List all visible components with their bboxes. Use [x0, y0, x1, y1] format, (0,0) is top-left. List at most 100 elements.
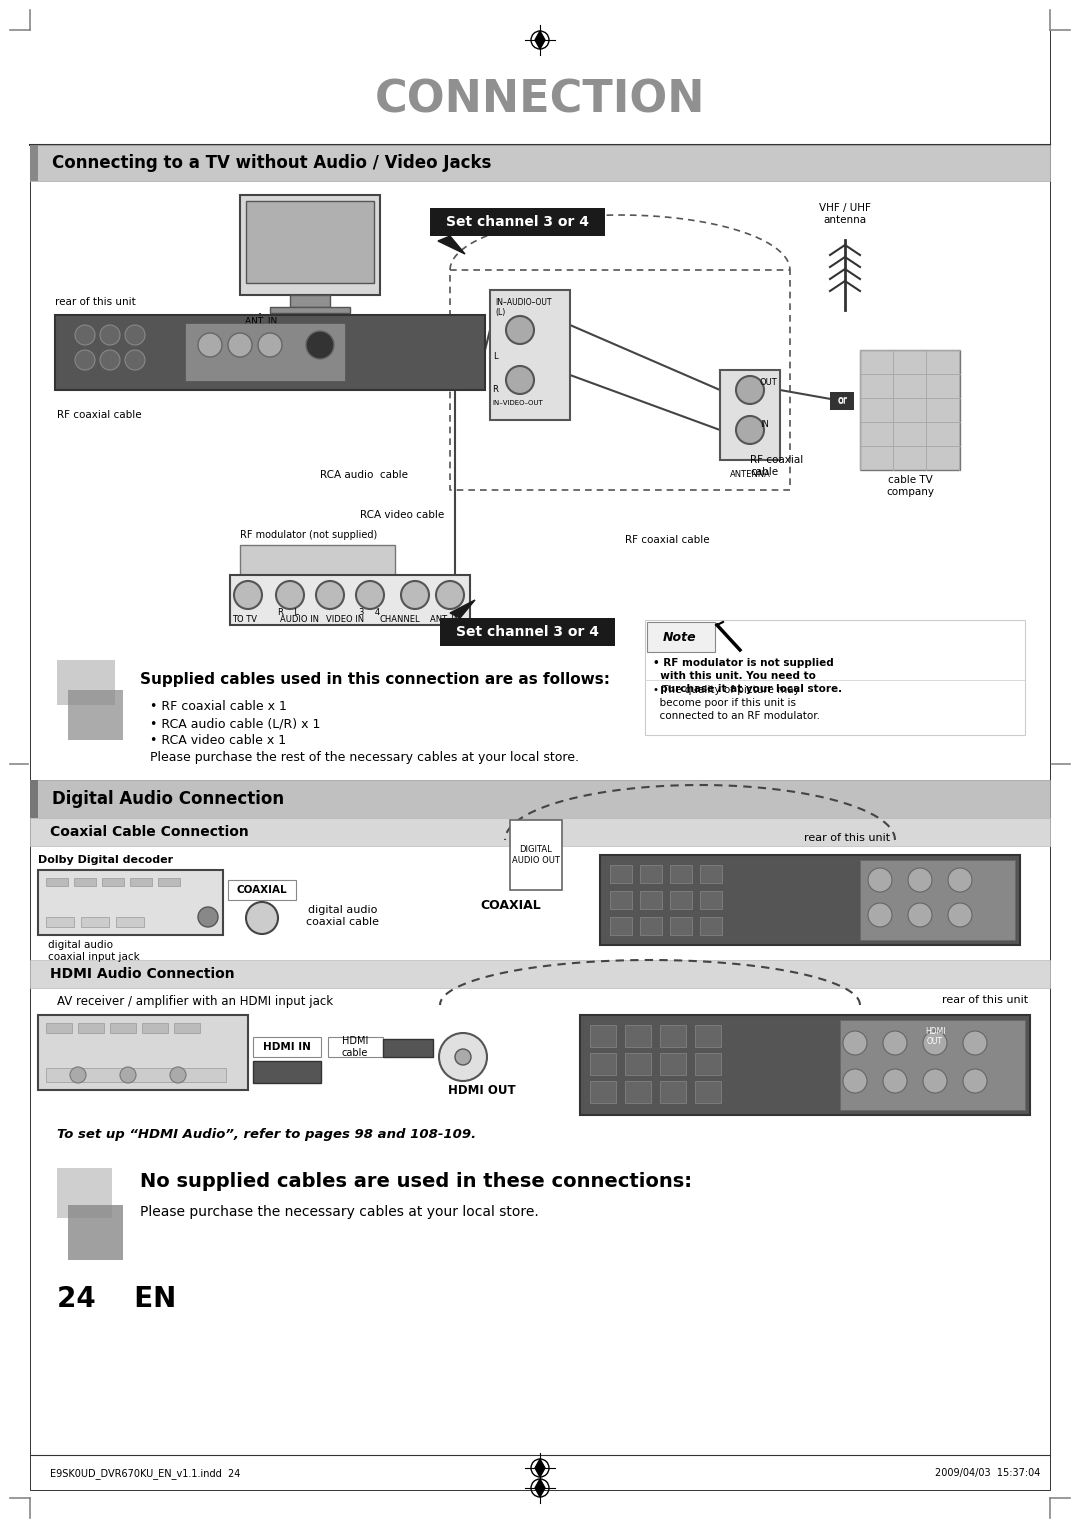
Circle shape	[75, 325, 95, 345]
FancyBboxPatch shape	[490, 290, 570, 420]
Text: RCA audio  cable: RCA audio cable	[320, 471, 408, 480]
FancyBboxPatch shape	[640, 865, 662, 883]
Text: To set up “HDMI Audio”, refer to pages 98 and 108-109.: To set up “HDMI Audio”, refer to pages 9…	[57, 1128, 476, 1141]
FancyBboxPatch shape	[696, 1025, 721, 1047]
FancyBboxPatch shape	[840, 1021, 1025, 1109]
FancyBboxPatch shape	[610, 891, 632, 909]
Text: RF coaxial
cable: RF coaxial cable	[750, 455, 804, 477]
FancyBboxPatch shape	[57, 1167, 112, 1218]
Text: HDMI Audio Connection: HDMI Audio Connection	[50, 967, 234, 981]
Circle shape	[125, 325, 145, 345]
Polygon shape	[450, 601, 475, 617]
Text: IN–AUDIO–OUT
(L): IN–AUDIO–OUT (L)	[495, 298, 552, 318]
Text: • RF modulator is not supplied
  with this unit. You need to
  purchase it at yo: • RF modulator is not supplied with this…	[653, 659, 842, 694]
Text: IN: IN	[760, 420, 769, 429]
Text: HDMI
OUT: HDMI OUT	[924, 1027, 945, 1047]
FancyBboxPatch shape	[141, 1024, 168, 1033]
Text: COAXIAL: COAXIAL	[237, 885, 287, 895]
Circle shape	[438, 1033, 487, 1080]
Text: RF coaxial cable: RF coaxial cable	[57, 410, 141, 420]
FancyBboxPatch shape	[78, 1024, 104, 1033]
Text: AV receiver / amplifier with an HDMI input jack: AV receiver / amplifier with an HDMI inp…	[57, 995, 333, 1008]
Text: Digital Audio Connection: Digital Audio Connection	[52, 790, 284, 808]
FancyBboxPatch shape	[700, 917, 723, 935]
Text: HDMI
cable: HDMI cable	[341, 1036, 368, 1057]
FancyBboxPatch shape	[46, 1068, 226, 1082]
Circle shape	[883, 1031, 907, 1054]
Circle shape	[170, 1067, 186, 1083]
Text: VHF / UHF
antenna: VHF / UHF antenna	[819, 203, 870, 225]
Circle shape	[948, 868, 972, 892]
Circle shape	[883, 1070, 907, 1093]
Text: rear of this unit: rear of this unit	[55, 296, 136, 307]
FancyBboxPatch shape	[640, 917, 662, 935]
Text: RF coaxial cable: RF coaxial cable	[625, 535, 710, 545]
Text: CHANNEL: CHANNEL	[380, 614, 420, 623]
FancyBboxPatch shape	[355, 590, 380, 601]
Circle shape	[843, 1070, 867, 1093]
Polygon shape	[535, 1479, 545, 1497]
Text: IN–VIDEO–OUT: IN–VIDEO–OUT	[492, 400, 543, 406]
Text: 24    EN: 24 EN	[57, 1285, 176, 1313]
Text: Supplied cables used in this connection are as follows:: Supplied cables used in this connection …	[140, 672, 610, 688]
FancyBboxPatch shape	[110, 1024, 136, 1033]
Text: OUT: OUT	[760, 377, 778, 387]
Circle shape	[258, 333, 282, 358]
Circle shape	[276, 581, 303, 610]
FancyBboxPatch shape	[660, 1053, 686, 1076]
FancyBboxPatch shape	[81, 917, 109, 927]
Text: R: R	[492, 385, 498, 394]
FancyBboxPatch shape	[30, 31, 1050, 1490]
Circle shape	[198, 333, 222, 358]
FancyBboxPatch shape	[580, 1015, 1030, 1115]
Circle shape	[306, 332, 334, 359]
Circle shape	[316, 581, 345, 610]
FancyBboxPatch shape	[831, 393, 854, 410]
Text: E9SK0UD_DVR670KU_EN_v1.1.indd  24: E9SK0UD_DVR670KU_EN_v1.1.indd 24	[50, 1468, 241, 1479]
Circle shape	[963, 1070, 987, 1093]
FancyBboxPatch shape	[670, 865, 692, 883]
FancyBboxPatch shape	[625, 1025, 651, 1047]
FancyBboxPatch shape	[158, 879, 180, 886]
Text: cable TV
company: cable TV company	[886, 475, 934, 497]
Circle shape	[228, 333, 252, 358]
FancyBboxPatch shape	[610, 865, 632, 883]
FancyBboxPatch shape	[75, 879, 96, 886]
Circle shape	[401, 581, 429, 610]
FancyBboxPatch shape	[30, 779, 1050, 817]
Polygon shape	[535, 1459, 545, 1478]
FancyBboxPatch shape	[68, 691, 123, 740]
Circle shape	[198, 908, 218, 927]
FancyBboxPatch shape	[625, 1053, 651, 1076]
FancyBboxPatch shape	[510, 821, 562, 889]
FancyBboxPatch shape	[46, 879, 68, 886]
FancyBboxPatch shape	[440, 617, 615, 646]
Text: ANTENNA: ANTENNA	[730, 471, 770, 478]
FancyBboxPatch shape	[430, 208, 605, 235]
Text: ANT. IN: ANT. IN	[245, 316, 278, 325]
Circle shape	[868, 903, 892, 927]
FancyBboxPatch shape	[253, 1038, 321, 1057]
Circle shape	[125, 350, 145, 370]
Text: 3    4: 3 4	[360, 608, 380, 617]
Text: Please purchase the rest of the necessary cables at your local store.: Please purchase the rest of the necessar…	[150, 750, 579, 764]
FancyBboxPatch shape	[30, 960, 1050, 989]
FancyBboxPatch shape	[55, 315, 485, 390]
Text: Please purchase the necessary cables at your local store.: Please purchase the necessary cables at …	[140, 1206, 539, 1219]
Text: No supplied cables are used in these connections:: No supplied cables are used in these con…	[140, 1172, 692, 1190]
Text: • RCA audio cable (L/R) x 1: • RCA audio cable (L/R) x 1	[150, 717, 321, 730]
Circle shape	[120, 1067, 136, 1083]
FancyBboxPatch shape	[68, 1206, 123, 1261]
FancyBboxPatch shape	[720, 370, 780, 460]
FancyBboxPatch shape	[590, 1025, 616, 1047]
FancyBboxPatch shape	[328, 1038, 383, 1057]
FancyBboxPatch shape	[647, 622, 715, 652]
Circle shape	[868, 868, 892, 892]
Polygon shape	[438, 235, 465, 254]
Text: Note: Note	[663, 631, 697, 643]
Text: R    L: R L	[278, 608, 298, 617]
FancyBboxPatch shape	[590, 1080, 616, 1103]
FancyBboxPatch shape	[270, 307, 350, 313]
FancyBboxPatch shape	[228, 880, 296, 900]
Text: digital audio
coaxial input jack: digital audio coaxial input jack	[48, 940, 139, 961]
